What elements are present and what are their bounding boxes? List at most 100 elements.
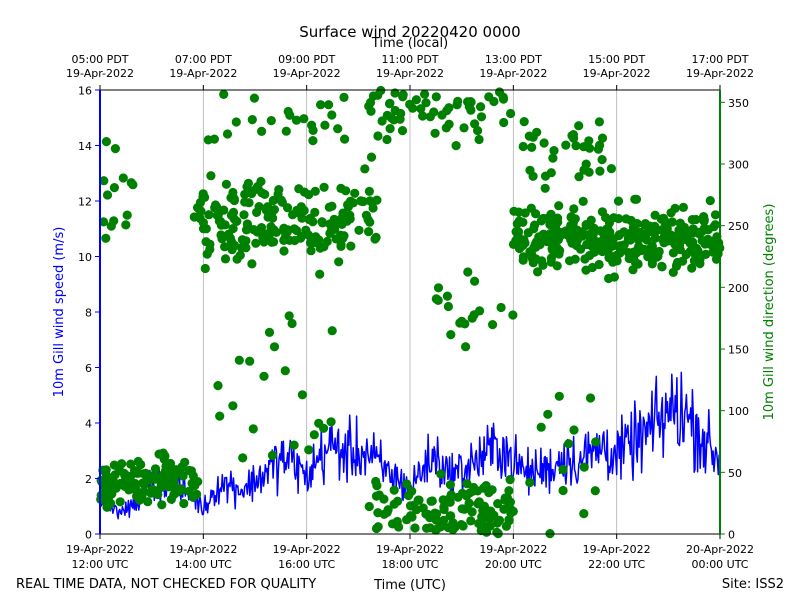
direction-point bbox=[668, 248, 679, 258]
direction-point bbox=[558, 485, 568, 496]
direction-point bbox=[188, 492, 198, 502]
direction-point bbox=[695, 259, 705, 269]
right-tick-label: 350 bbox=[728, 97, 749, 110]
direction-point bbox=[390, 105, 400, 116]
direction-point bbox=[221, 179, 231, 189]
direction-point bbox=[662, 223, 672, 234]
left-tick-label: 8 bbox=[85, 307, 92, 320]
direction-point bbox=[586, 215, 596, 225]
bottom-tick-label-date: 19-Apr-2022 bbox=[169, 543, 237, 556]
direction-point bbox=[249, 93, 259, 103]
direction-point bbox=[679, 222, 690, 232]
direction-point bbox=[324, 202, 334, 212]
direction-point bbox=[247, 259, 257, 269]
direction-point bbox=[98, 217, 109, 227]
direction-point bbox=[528, 258, 538, 268]
direction-point bbox=[403, 490, 414, 501]
direction-point bbox=[448, 525, 458, 535]
top-tick-label-time: 11:00 PDT bbox=[381, 53, 438, 66]
direction-point bbox=[492, 518, 502, 528]
direction-point bbox=[567, 238, 577, 248]
left-axis-ticks: 0 2 4 6 8 10 12 14 16 bbox=[78, 85, 100, 542]
direction-point bbox=[574, 230, 584, 240]
direction-point bbox=[134, 468, 144, 478]
direction-point bbox=[411, 95, 421, 105]
direction-point bbox=[133, 456, 143, 467]
direction-point bbox=[672, 260, 682, 270]
direction-point bbox=[303, 230, 314, 240]
direction-point bbox=[643, 227, 653, 237]
direction-point bbox=[204, 210, 214, 220]
direction-point bbox=[398, 92, 408, 102]
direction-point bbox=[595, 166, 605, 176]
direction-point bbox=[473, 126, 483, 136]
direction-point bbox=[569, 425, 579, 435]
direction-point bbox=[568, 218, 578, 228]
direction-point bbox=[405, 99, 415, 109]
direction-point bbox=[496, 302, 506, 313]
direction-point bbox=[333, 124, 343, 134]
direction-point bbox=[425, 523, 435, 533]
direction-point bbox=[565, 256, 575, 266]
direction-point bbox=[354, 225, 364, 235]
direction-point bbox=[416, 104, 426, 114]
direction-point bbox=[474, 497, 484, 507]
direction-point bbox=[459, 123, 469, 133]
direction-series bbox=[96, 85, 725, 539]
direction-point bbox=[568, 130, 579, 140]
direction-point bbox=[466, 105, 476, 115]
direction-point bbox=[462, 479, 472, 489]
direction-point bbox=[326, 417, 336, 427]
direction-point bbox=[271, 227, 281, 237]
direction-point bbox=[210, 203, 220, 213]
direction-point bbox=[458, 521, 468, 531]
direction-point bbox=[430, 128, 440, 138]
direction-point bbox=[126, 459, 136, 469]
direction-point bbox=[309, 430, 319, 440]
direction-point bbox=[685, 246, 695, 256]
direction-point bbox=[439, 502, 449, 512]
direction-point bbox=[707, 240, 717, 250]
direction-point bbox=[645, 246, 655, 256]
right-tick-label: 200 bbox=[728, 282, 749, 295]
direction-point bbox=[581, 159, 591, 169]
direction-point bbox=[188, 481, 199, 491]
direction-point bbox=[597, 207, 608, 217]
direction-point bbox=[320, 120, 330, 130]
direction-point bbox=[421, 98, 431, 108]
top-tick-label-date: 19-Apr-2022 bbox=[376, 67, 444, 80]
direction-point bbox=[295, 233, 306, 243]
direction-point bbox=[150, 487, 160, 497]
direction-point bbox=[273, 194, 283, 204]
direction-point bbox=[287, 318, 297, 329]
direction-point bbox=[109, 460, 119, 470]
direction-point bbox=[336, 239, 346, 250]
direction-point bbox=[571, 141, 581, 151]
direction-point bbox=[220, 242, 230, 252]
direction-point bbox=[193, 203, 203, 213]
direction-point bbox=[579, 508, 589, 519]
direction-point bbox=[484, 92, 494, 102]
top-tick-label-date: 19-Apr-2022 bbox=[273, 67, 341, 80]
direction-point bbox=[506, 505, 516, 515]
direction-point bbox=[228, 224, 238, 234]
left-axis-label: 10m Gill wind speed (m/s) bbox=[52, 227, 67, 398]
direction-point bbox=[445, 480, 455, 490]
bottom-tick-label-time: 00:00 UTC bbox=[691, 558, 748, 571]
direction-point bbox=[169, 478, 179, 488]
direction-point bbox=[238, 453, 248, 463]
direction-point bbox=[231, 117, 241, 127]
direction-point bbox=[267, 450, 277, 460]
direction-point bbox=[558, 464, 568, 475]
direction-point bbox=[299, 114, 309, 124]
direction-point bbox=[99, 176, 109, 186]
direction-point bbox=[337, 216, 347, 226]
direction-point bbox=[122, 210, 132, 220]
direction-point bbox=[524, 131, 534, 141]
direction-point bbox=[531, 237, 542, 247]
direction-point bbox=[150, 464, 161, 474]
direction-point bbox=[513, 227, 524, 237]
direction-point bbox=[699, 216, 709, 226]
direction-point bbox=[584, 167, 594, 177]
top-tick-label-time: 13:00 PDT bbox=[485, 53, 542, 66]
